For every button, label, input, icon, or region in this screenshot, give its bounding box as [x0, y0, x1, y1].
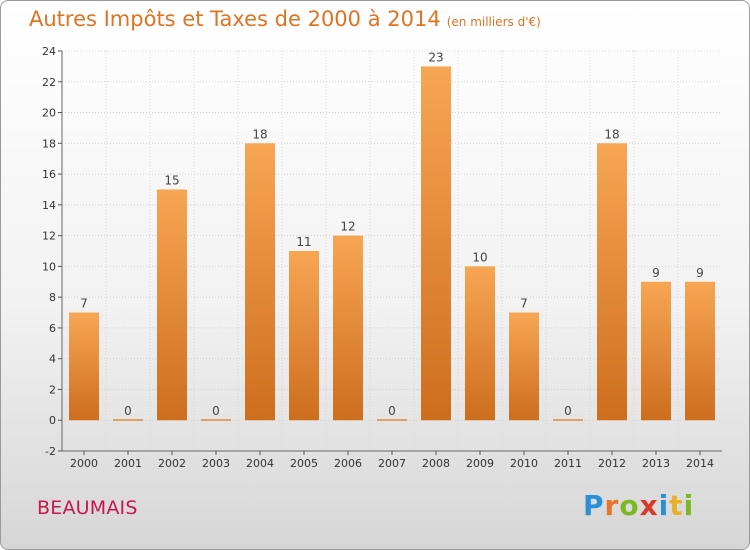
data-label: 18	[252, 127, 267, 141]
logo-letter: o	[619, 489, 640, 522]
y-tick-label: 22	[42, 76, 56, 89]
bar	[421, 66, 451, 421]
logo-letter: r	[604, 489, 620, 522]
data-label: 9	[696, 266, 704, 280]
x-tick-label: 2005	[290, 457, 318, 470]
data-label: 18	[604, 127, 619, 141]
y-tick-label: 2	[49, 383, 56, 396]
y-tick-label: 4	[49, 353, 56, 366]
logo-letter: i	[683, 489, 695, 522]
y-tick-label: 8	[49, 291, 56, 304]
x-tick-label: 2001	[114, 457, 142, 470]
bar	[509, 312, 539, 421]
x-tick-label: 2014	[686, 457, 714, 470]
data-label: 15	[164, 173, 179, 187]
y-tick-label: 6	[49, 322, 56, 335]
bar	[553, 419, 583, 421]
y-tick-label: 18	[42, 137, 56, 150]
data-label: 0	[388, 404, 396, 418]
chart-unit: (en milliers d'€)	[446, 15, 541, 29]
bar	[113, 419, 143, 421]
x-tick-label: 2007	[378, 457, 406, 470]
chart-title: Autres Impôts et Taxes de 2000 à 2014 (en…	[29, 7, 541, 31]
bar	[157, 189, 187, 421]
logo-letter: P	[583, 489, 605, 522]
x-tick-label: 2008	[422, 457, 450, 470]
x-tick-label: 2002	[158, 457, 186, 470]
y-tick-label: 24	[42, 45, 56, 58]
data-label: 11	[296, 235, 311, 249]
data-label: 12	[340, 220, 355, 234]
x-tick-label: 2003	[202, 457, 230, 470]
x-tick-label: 2011	[554, 457, 582, 470]
y-tick-label: 10	[42, 260, 56, 273]
data-label: 9	[652, 266, 660, 280]
x-tick-label: 2009	[466, 457, 494, 470]
y-tick-label: 14	[42, 199, 56, 212]
bar	[289, 251, 319, 421]
bar	[597, 143, 627, 421]
data-label: 7	[520, 297, 528, 311]
logo-letter: x	[639, 489, 659, 522]
bar	[641, 281, 671, 421]
proxiti-logo: Proxiti	[583, 489, 694, 522]
bar	[685, 281, 715, 421]
data-label: 0	[212, 404, 220, 418]
y-tick-label: -2	[45, 445, 56, 458]
x-tick-label: 2012	[598, 457, 626, 470]
x-tick-label: 2004	[246, 457, 274, 470]
data-label: 7	[80, 297, 88, 311]
bar	[465, 266, 495, 421]
bar	[333, 235, 363, 421]
logo-letter: t	[669, 489, 684, 522]
y-tick-label: 20	[42, 107, 56, 120]
y-tick-label: 12	[42, 230, 56, 243]
x-tick-label: 2010	[510, 457, 538, 470]
data-label: 0	[124, 404, 132, 418]
bar	[201, 419, 231, 421]
bar	[377, 419, 407, 421]
y-tick-label: 16	[42, 168, 56, 181]
commune-name: BEAUMAIS	[37, 497, 138, 519]
x-tick-label: 2006	[334, 457, 362, 470]
data-label: 10	[472, 250, 487, 264]
y-tick-label: 0	[49, 414, 56, 427]
bar	[245, 143, 275, 421]
bar	[69, 312, 99, 421]
data-label: 23	[428, 50, 443, 64]
chart-title-text: Autres Impôts et Taxes de 2000 à 2014	[29, 7, 441, 31]
x-tick-label: 2013	[642, 457, 670, 470]
data-label: 0	[564, 404, 572, 418]
x-tick-label: 2000	[70, 457, 98, 470]
logo-letter: i	[658, 489, 670, 522]
